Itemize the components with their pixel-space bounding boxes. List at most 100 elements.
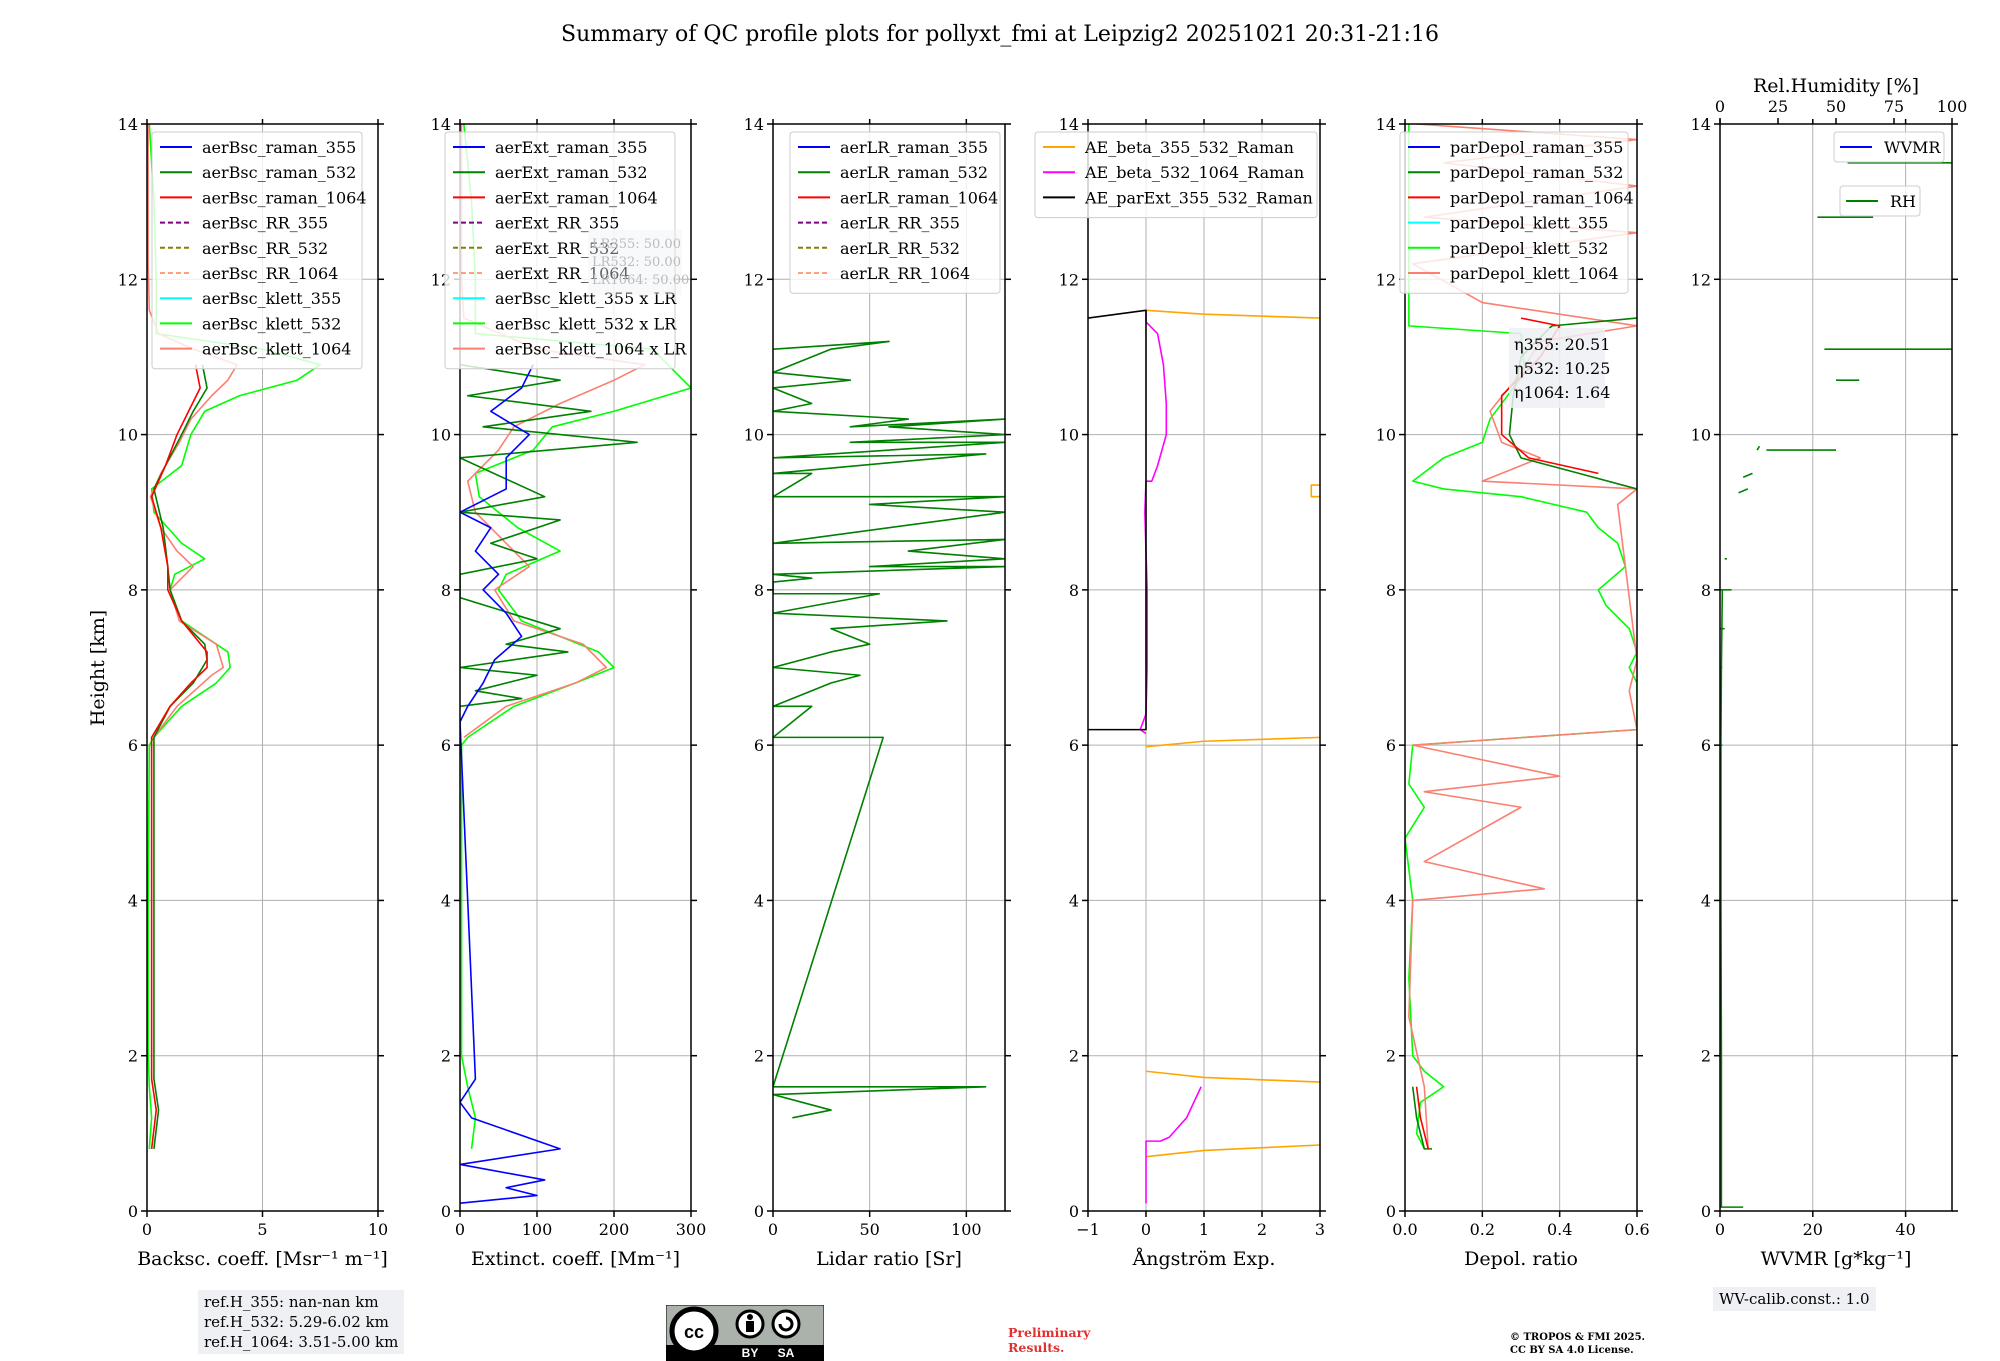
- legend-box: [151, 131, 363, 370]
- y-tick-label: 6: [1069, 736, 1079, 755]
- y-tick-label: 10: [744, 426, 764, 445]
- copyright-line-2: CC BY SA 4.0 License.: [1510, 1345, 1634, 1356]
- series-group: [1720, 162, 1952, 1208]
- y-tick-label: 2: [1386, 1047, 1396, 1066]
- axes-frame: [459, 123, 692, 1212]
- eta-annotation-box: [1509, 328, 1605, 408]
- legend-label: aerBsc_raman_1064: [202, 188, 367, 207]
- legend-box: [1833, 131, 1945, 163]
- x-axis-label: Backsc. coeff. [Msr⁻¹ m⁻¹]: [137, 1248, 388, 1270]
- x-tick-label: 0.6: [1624, 1220, 1649, 1239]
- figure-title: Summary of QC profile plots for pollyxt_…: [561, 22, 1439, 47]
- series-AE_beta_355_532_Raman-c: [1145, 1070, 1320, 1083]
- legend-label: aerBsc_klett_1064: [202, 340, 351, 359]
- legend-label: parDepol_klett_532: [1450, 239, 1608, 258]
- legend-label: aerLR_raman_1064: [840, 188, 998, 207]
- x-tick-label: 0: [1715, 1220, 1725, 1239]
- legend-label: aerExt_raman_532: [495, 163, 648, 182]
- legend-box: [789, 131, 1001, 294]
- ref-height-532: ref.H_532: 5.29-6.02 km: [204, 1313, 389, 1331]
- y-tick-label: 6: [441, 736, 451, 755]
- y-tick-label: 14: [1059, 115, 1079, 134]
- x-tick-label: 0.2: [1470, 1220, 1495, 1239]
- series-aerLR_raman_532: [773, 340, 1005, 1119]
- series-AE_beta_532_1064_Raman: [1139, 310, 1168, 735]
- legend-label: parDepol_klett_355: [1450, 214, 1608, 233]
- x-tick-label: 1: [1199, 1220, 1209, 1239]
- x-tick-label: 0.4: [1547, 1220, 1572, 1239]
- legend-label: aerBsc_RR_1064: [202, 264, 338, 283]
- series-aerBsc_raman_1064: [150, 364, 208, 1149]
- y-tick-label: 6: [1386, 736, 1396, 755]
- y-tick-label: 12: [118, 270, 138, 289]
- x-tick-label: 20: [1803, 1220, 1823, 1239]
- y-axis-label: Height [km]: [87, 610, 109, 726]
- series-RH: [1742, 472, 1753, 479]
- y-tick-label: 10: [118, 426, 138, 445]
- legend-label: aerExt_RR_355: [495, 214, 619, 233]
- y-tick-label: 4: [1701, 891, 1711, 910]
- x-tick-label: 2: [1257, 1220, 1267, 1239]
- y-tick-label: 6: [754, 736, 764, 755]
- y-tick-label: 6: [1701, 736, 1711, 755]
- legend-label: aerLR_RR_355: [840, 214, 960, 233]
- axes-frame: [772, 123, 1006, 1212]
- series-aerExt_raman_355: [460, 364, 561, 1205]
- legend-label: aerBsc_klett_355 x LR: [495, 289, 677, 308]
- x-axis-label: Depol. ratio: [1464, 1248, 1578, 1270]
- copyright-note: © TROPOS & FMI 2025. CC BY SA 4.0 Licens…: [1510, 1331, 1645, 1357]
- series-WVMR: [1720, 589, 1724, 1208]
- series-parDepol_raman_1064: [1500, 317, 1599, 475]
- lr-annotation: LR1064: 50.00: [592, 273, 689, 288]
- series-aerExt_raman_532: [460, 363, 638, 708]
- x-tick-label: 0: [455, 1220, 465, 1239]
- x-tick-label: 200: [599, 1220, 630, 1239]
- legend-label: aerBsc_klett_1064 x LR: [495, 340, 687, 359]
- legend-label: aerLR_raman_355: [840, 138, 988, 157]
- top-x-tick-label: 25: [1768, 97, 1788, 116]
- x-tick-label: 0: [1141, 1220, 1151, 1239]
- legend-box: [1034, 131, 1318, 219]
- legend-label: aerBsc_RR_355: [202, 214, 328, 233]
- y-tick-label: 12: [744, 270, 764, 289]
- y-tick-label: 0: [754, 1202, 764, 1221]
- ref-height-box: ref.H_355: nan-nan km ref.H_532: 5.29-6.…: [198, 1290, 405, 1354]
- y-tick-label: 10: [1691, 426, 1711, 445]
- lr-annotation-box: [588, 230, 682, 295]
- y-tick-label: 8: [1701, 581, 1711, 600]
- legend-box: [1399, 131, 1629, 294]
- y-tick-label: 2: [1069, 1047, 1079, 1066]
- x-tick-label: 5: [257, 1220, 267, 1239]
- legend-label: aerBsc_klett_355: [202, 289, 341, 308]
- eta-annotation: η532: 10.25: [1514, 359, 1610, 378]
- x-tick-label: 100: [951, 1220, 982, 1239]
- legend-label: parDepol_raman_355: [1450, 138, 1623, 157]
- y-tick-label: 4: [128, 891, 138, 910]
- series-AE_beta_532_1064_Raman-b: [1145, 1086, 1202, 1204]
- axes-frame: [1404, 123, 1638, 1212]
- top-x-tick-label: 50: [1826, 97, 1846, 116]
- x-tick-label: 300: [676, 1220, 707, 1239]
- y-tick-label: 2: [1701, 1047, 1711, 1066]
- x-tick-label: 50: [859, 1220, 879, 1239]
- y-tick-label: 14: [118, 115, 138, 134]
- eta-annotation: η355: 20.51: [1514, 335, 1610, 354]
- series-AE_beta_355_532_Raman-e: [1310, 484, 1320, 498]
- y-tick-label: 0: [1701, 1202, 1711, 1221]
- legend-label: aerLR_raman_532: [840, 163, 988, 182]
- legend-label: aerBsc_raman_532: [202, 163, 356, 182]
- cc-icon-text: cc: [684, 1322, 704, 1342]
- panel-depol: 0.0 0.2 0.4 0.6 0 2 4 6 8 10 12 14 Depol. ratio parDe…: [1376, 115, 1650, 1270]
- y-tick-label: 0: [1069, 1202, 1079, 1221]
- legend-label: WVMR: [1884, 138, 1941, 157]
- legend-label: aerBsc_RR_532: [202, 239, 328, 258]
- legend-box: [1839, 185, 1921, 217]
- legend-label: parDepol_raman_1064: [1450, 188, 1634, 207]
- x-axis-label: Lidar ratio [Sr]: [816, 1248, 962, 1270]
- top-x-tick-label: 0: [1715, 97, 1725, 116]
- legend-label: aerExt_RR_1064: [495, 264, 630, 283]
- ref-height-355: ref.H_355: nan-nan km: [204, 1293, 379, 1311]
- x-axis-label: Extinct. coeff. [Mm⁻¹]: [471, 1248, 680, 1270]
- series-AE_beta_355_532_Raman-d: [1145, 1144, 1320, 1158]
